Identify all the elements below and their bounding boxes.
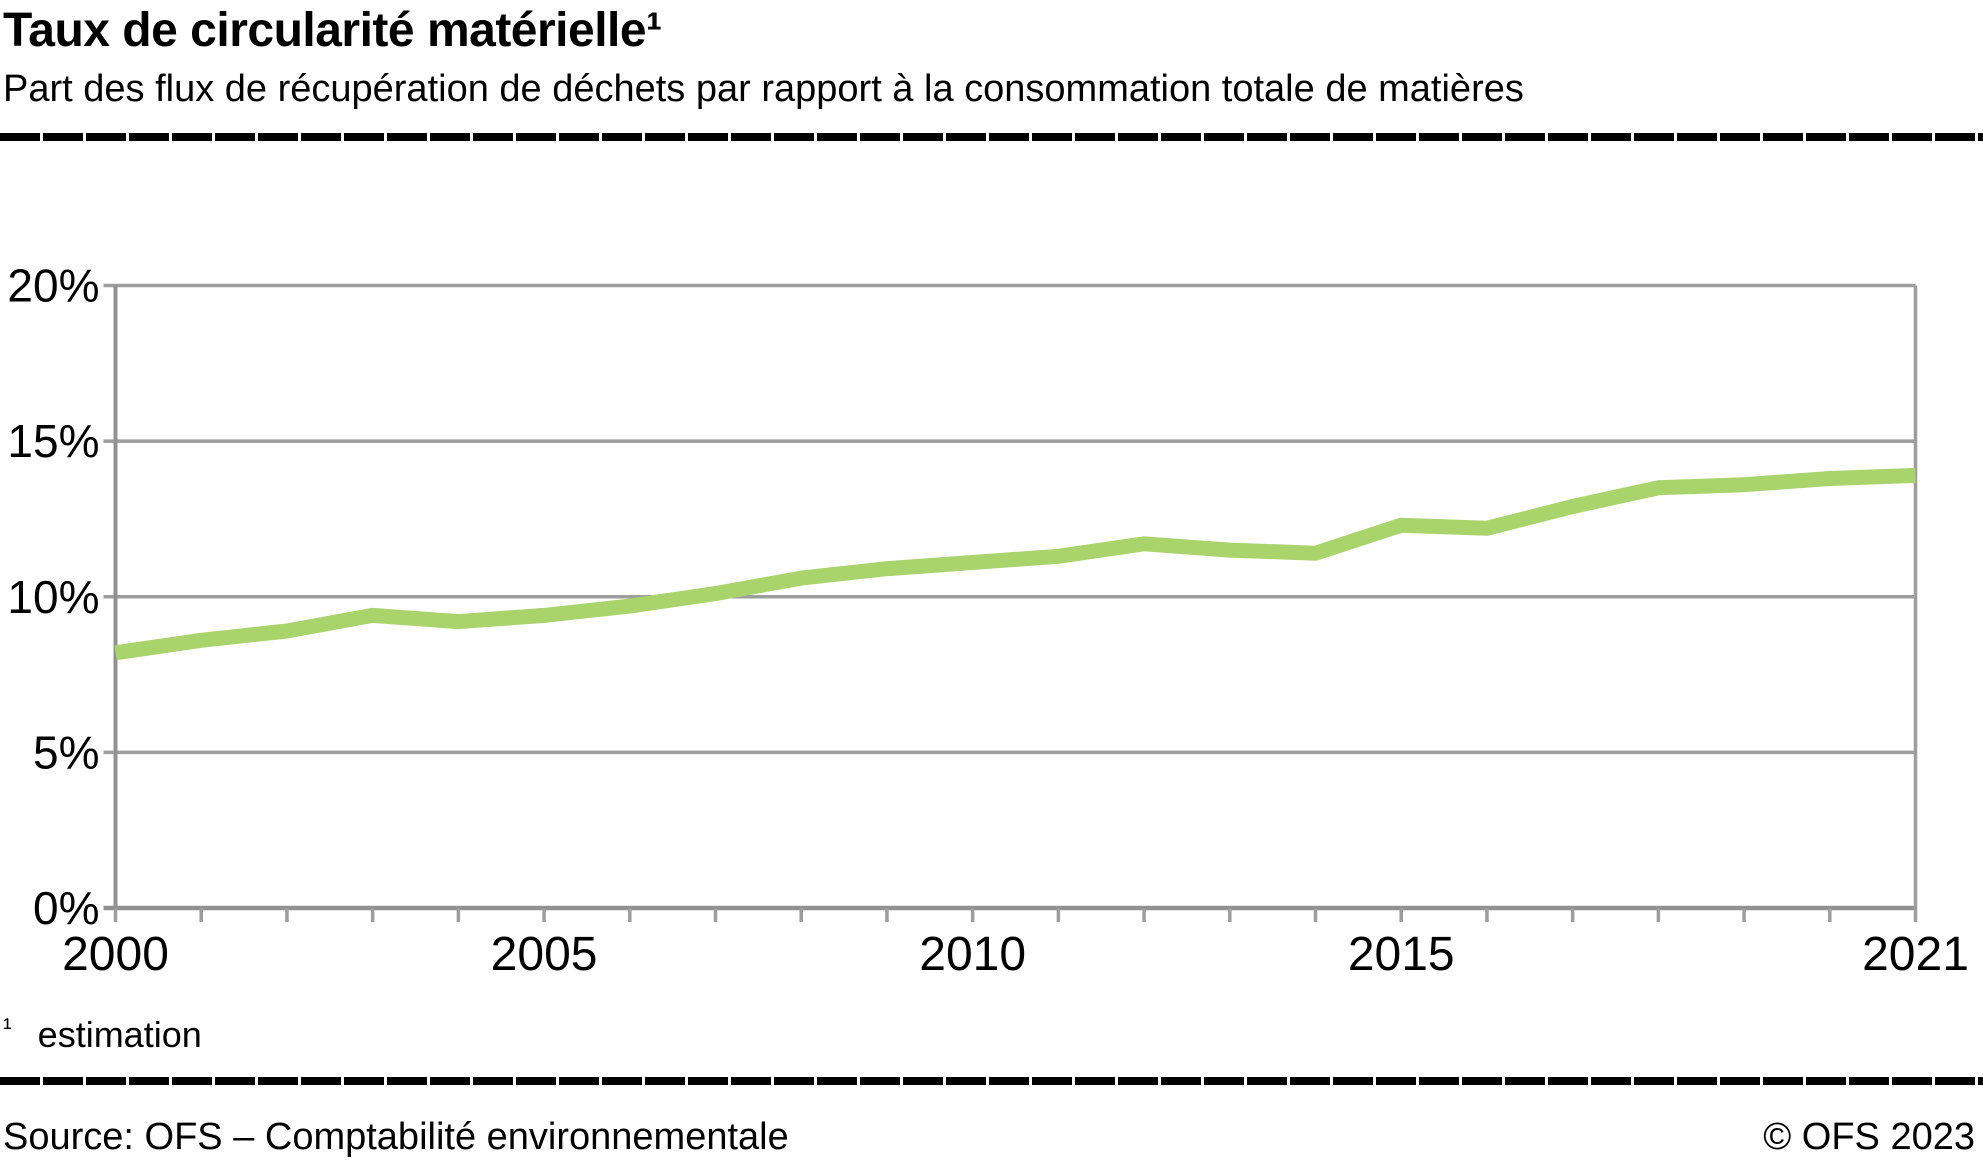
chart-title: Taux de circularité matérielle¹ [3,4,662,57]
y-tick-label: 5% [33,726,99,778]
x-tick-label: 2010 [919,928,1026,981]
divider-top [0,133,1983,141]
data-line-series [114,467,1916,661]
y-tick-label: 0% [33,882,99,934]
footnote-marker: ¹ [3,1012,12,1042]
x-tick-label: 2005 [491,928,598,981]
chart-subtitle: Part des flux de récupération de déchets… [3,68,1524,110]
divider-bottom [0,1077,1983,1085]
x-tick-label: 2015 [1348,928,1455,981]
y-tick-label: 15% [7,415,99,467]
source-label: Source: OFS – Comptabilité environnement… [3,1116,789,1158]
x-tick-label: 2000 [62,928,169,981]
y-tick-label: 20% [7,260,99,312]
footnote-text: estimation [37,1014,202,1055]
footnote: ¹ estimation [3,1012,202,1056]
y-tick-label: 10% [7,571,99,623]
x-tick-label: 2021 [1862,928,1969,981]
copyright-label: © OFS 2023 [1763,1116,1975,1158]
